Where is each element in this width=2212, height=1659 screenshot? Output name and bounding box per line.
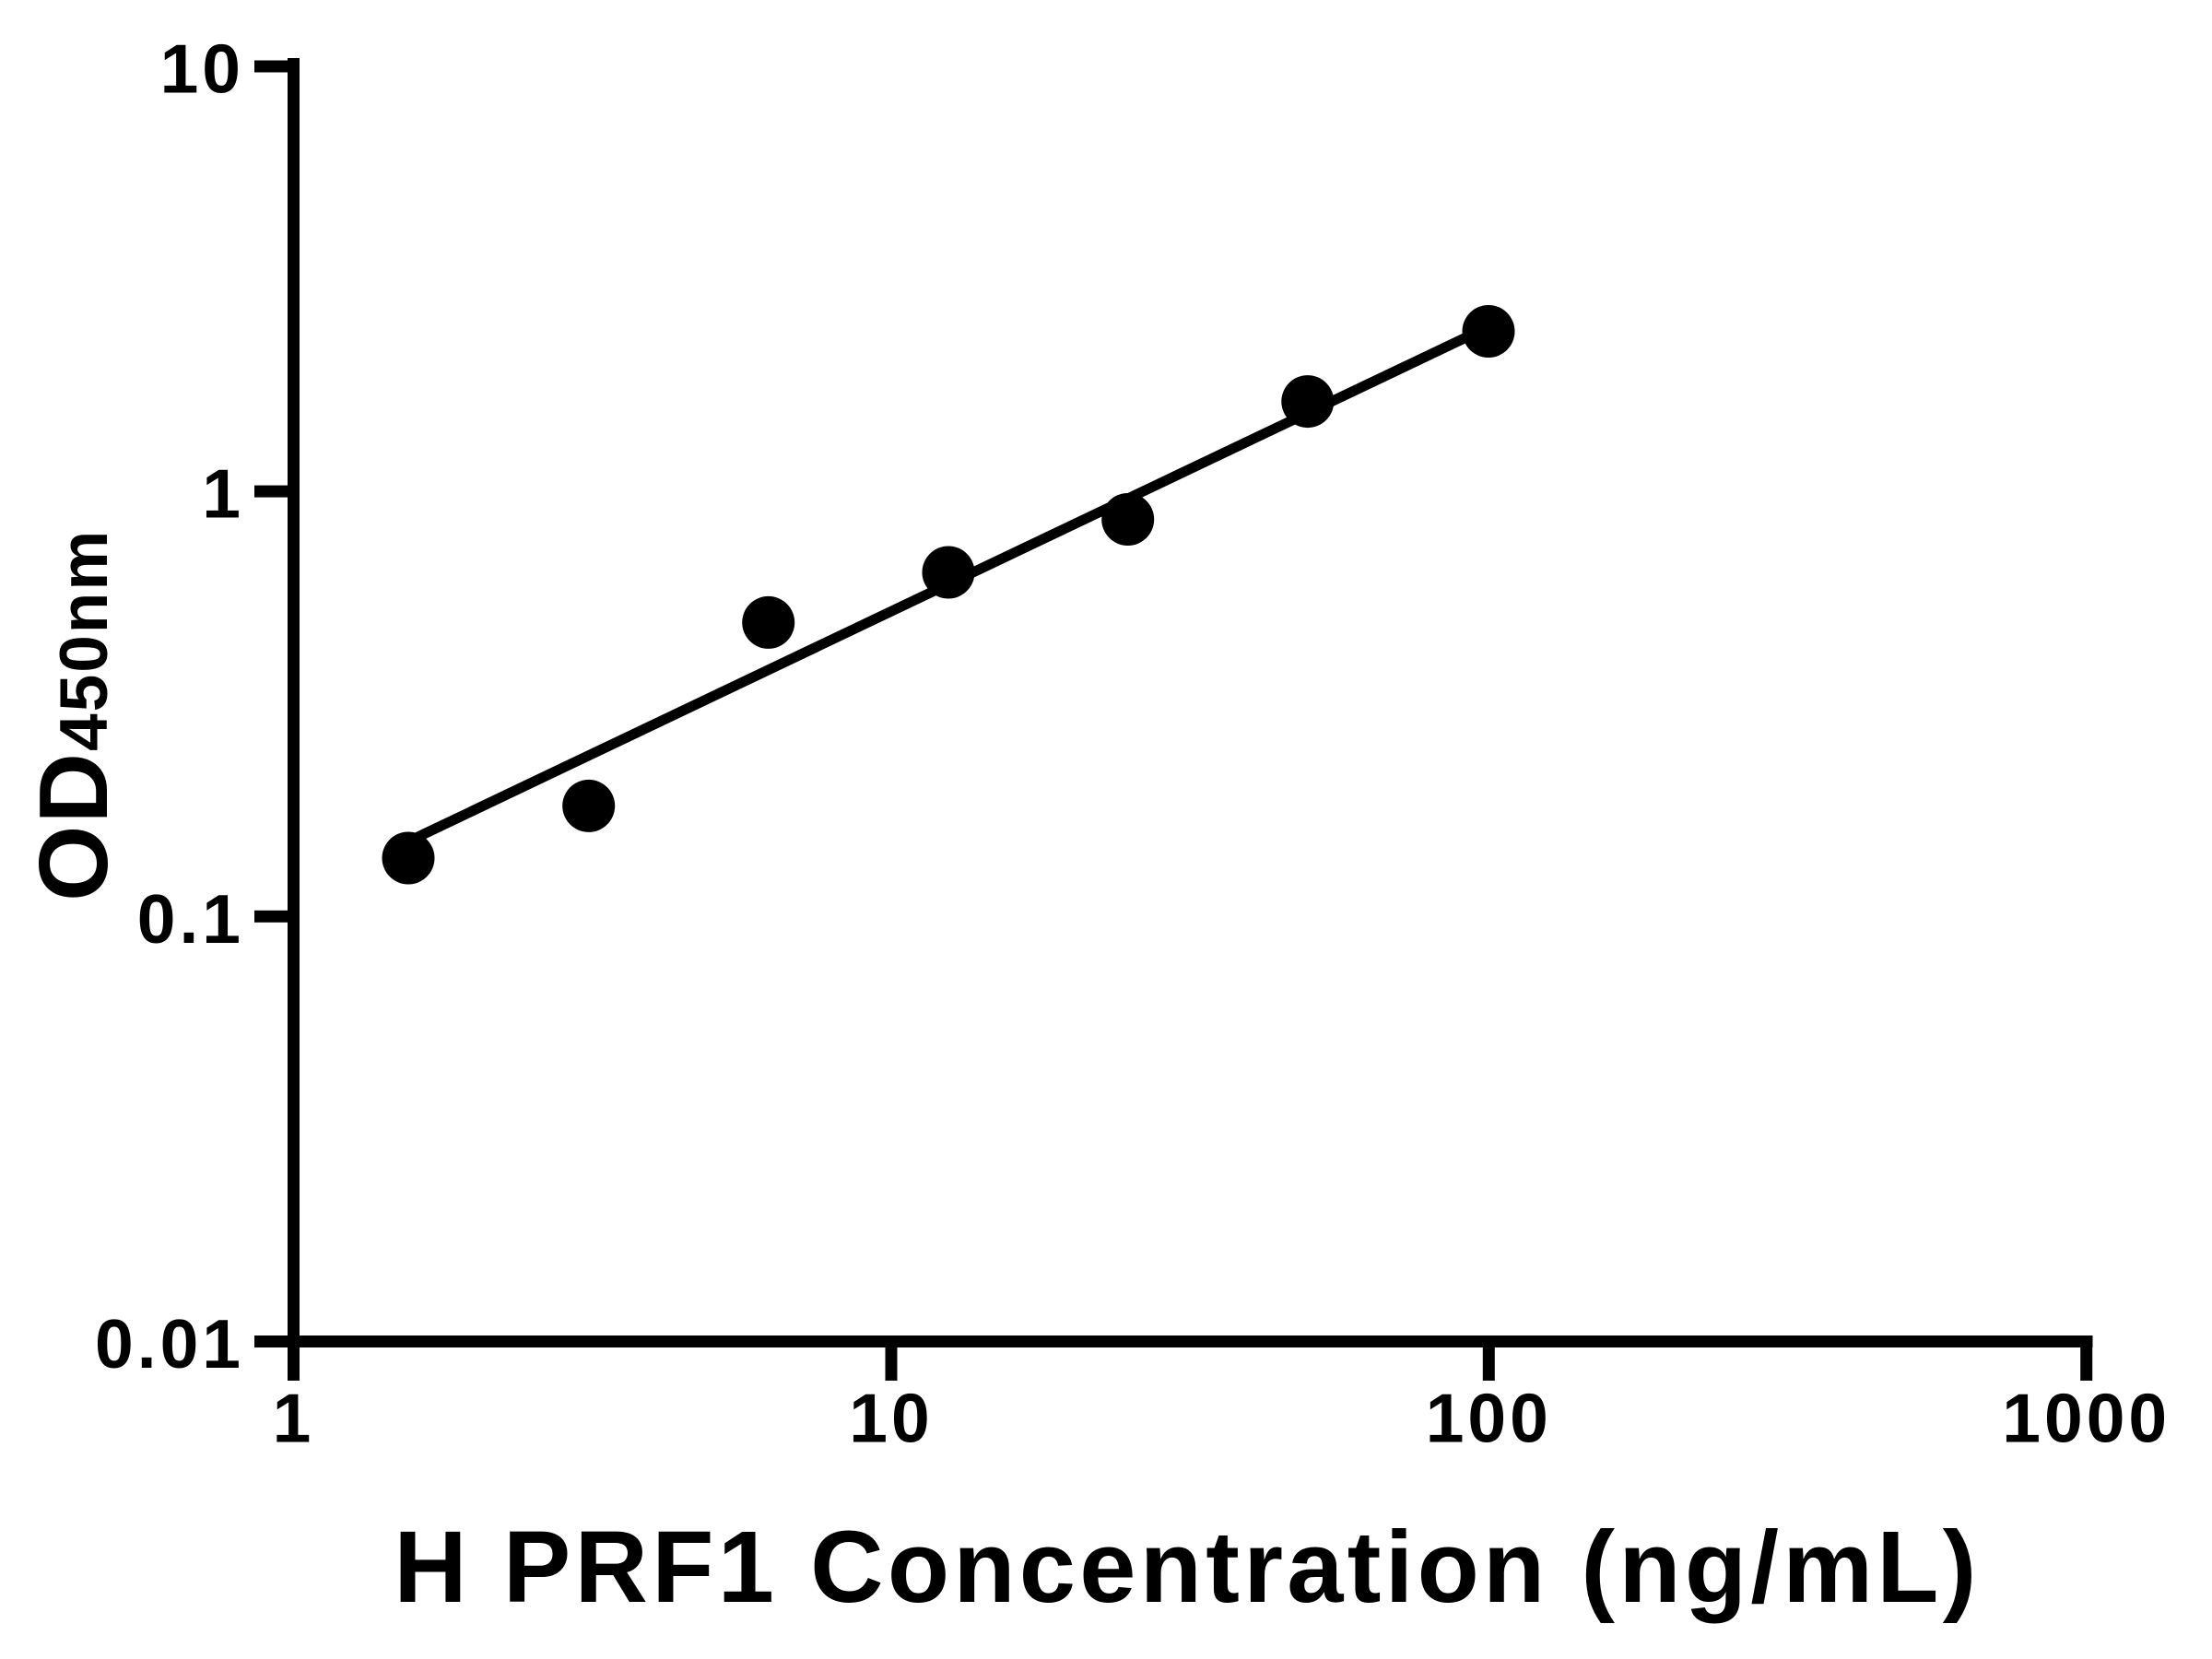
svg-text:10: 10 [849,1380,933,1457]
svg-text:10: 10 [160,30,244,108]
svg-text:1: 1 [202,455,244,533]
svg-text:0.1: 0.1 [137,880,244,958]
svg-text:1000: 1000 [2002,1380,2171,1457]
svg-text:1: 1 [273,1380,315,1457]
svg-text:0.01: 0.01 [95,1305,244,1382]
svg-text:100: 100 [1426,1380,1552,1457]
svg-text:H PRF1 Concentration (ng/mL): H PRF1 Concentration (ng/mL) [394,1511,1980,1624]
